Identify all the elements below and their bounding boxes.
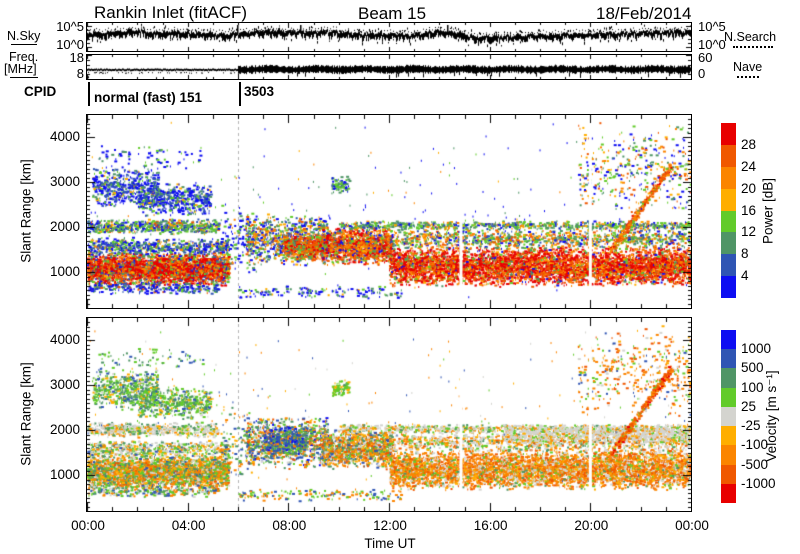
- velocity-colorbar-segment: [721, 483, 736, 503]
- y-tick-label: 4000: [49, 332, 80, 348]
- power-colorbar-segment: [721, 144, 736, 167]
- power-colorbar-title: Power [dB]: [760, 177, 776, 245]
- nsky-label: N.Sky: [7, 29, 41, 43]
- nsearch-line-sample: [733, 46, 773, 48]
- cpid-segment-1: normal (fast) 151: [94, 90, 203, 105]
- power-colorbar-segment: [721, 123, 736, 145]
- plot-title-beam: Beam 15: [358, 4, 427, 23]
- power-colorbar-label: 12: [741, 224, 757, 240]
- x-tick-label: 08:00: [272, 518, 307, 533]
- noise-tick-top-right: 10^5: [698, 19, 726, 34]
- velocity-rti-canvas: [87, 318, 691, 511]
- velocity-colorbar-label: -1000: [741, 475, 776, 491]
- velocity-yaxis-title: Slant Range [km]: [18, 362, 34, 466]
- power-colorbar-label: 4: [741, 268, 749, 284]
- velocity-colorbar-segment: [721, 387, 736, 407]
- plot-title-station: Rankin Inlet (fitACF): [94, 3, 248, 22]
- nave-line-sample: [737, 76, 759, 78]
- velocity-colorbar-segment: [721, 445, 736, 465]
- velocity-colorbar-segment: [721, 406, 736, 427]
- nsearch-label: N.Search: [724, 30, 777, 44]
- nave-tick-bottom: 0: [698, 66, 706, 81]
- y-tick-label: 3000: [49, 174, 80, 190]
- y-tick-label: 1000: [49, 467, 80, 483]
- y-tick-label: 1000: [49, 264, 80, 280]
- freq-strip-panel: [86, 54, 692, 80]
- velocity-colorbar: [721, 330, 736, 503]
- y-tick-label: 2000: [49, 219, 80, 235]
- power-colorbar-segment: [721, 232, 736, 255]
- xaxis-title: Time UT: [364, 536, 416, 551]
- velocity-colorbar-label: -25: [741, 418, 761, 434]
- power-colorbar-label: 8: [741, 246, 749, 262]
- velocity-colorbar-segment: [721, 330, 736, 350]
- velocity-colorbar-segment: [721, 464, 736, 484]
- noise-tick-top-left: 10^5: [56, 19, 84, 34]
- velocity-colorbar-segment: [721, 368, 736, 388]
- freq-trace-canvas: [87, 55, 691, 79]
- x-tick-label: 20:00: [574, 518, 609, 533]
- power-colorbar-label: 16: [741, 202, 757, 218]
- power-colorbar-segment: [721, 210, 736, 233]
- plot-title-date: 18/Feb/2014: [596, 4, 692, 23]
- freq-label: Freq.: [9, 50, 39, 64]
- power-colorbar-segment: [721, 166, 736, 189]
- x-tick-label: 00:00: [675, 518, 709, 533]
- freq-units-label: [MHz]: [4, 62, 37, 76]
- velocity-colorbar-label: -500: [741, 456, 769, 472]
- velocity-colorbar-label: 500: [741, 360, 764, 376]
- noise-strip-panel: [86, 22, 692, 52]
- cpid-label: CPID: [24, 84, 57, 99]
- power-panel: [86, 114, 692, 309]
- y-tick-label: 4000: [49, 129, 80, 145]
- power-colorbar-label: 28: [741, 136, 757, 152]
- velocity-colorbar-label: 25: [741, 398, 757, 414]
- cpid-segment-2: 3503: [244, 84, 275, 99]
- velocity-colorbar-label: 1000: [741, 341, 772, 357]
- freq-line-sample: [10, 77, 38, 78]
- noise-tick-bottom-right: 10^0: [698, 37, 726, 52]
- cpid-segment-divider: [239, 82, 241, 106]
- power-yaxis-title: Slant Range [km]: [18, 159, 34, 263]
- power-colorbar-segment: [721, 276, 736, 298]
- velocity-colorbar-label: 100: [741, 379, 764, 395]
- x-tick-label: 16:00: [473, 518, 508, 533]
- nave-label: Nave: [733, 60, 763, 74]
- power-colorbar-label: 20: [741, 180, 757, 196]
- cpid-segment-divider: [88, 82, 90, 106]
- nave-tick-top: 60: [698, 50, 713, 65]
- x-tick-label: 00:00: [71, 518, 105, 533]
- noise-trace-canvas: [87, 23, 691, 51]
- nsky-line-sample: [11, 44, 37, 45]
- x-tick-label: 12:00: [373, 518, 407, 533]
- freq-tick-bottom: 8: [76, 66, 84, 81]
- velocity-colorbar-label: -100: [741, 437, 769, 453]
- freq-tick-top: 18: [69, 50, 84, 65]
- velocity-colorbar-segment: [721, 349, 736, 369]
- power-colorbar: [721, 123, 736, 298]
- power-colorbar-segment: [721, 188, 736, 211]
- power-colorbar-segment: [721, 254, 736, 277]
- y-tick-label: 3000: [49, 377, 80, 393]
- power-rti-canvas: [87, 115, 691, 308]
- velocity-panel: [86, 317, 692, 512]
- power-colorbar-label: 24: [741, 158, 757, 174]
- velocity-colorbar-segment: [721, 426, 736, 446]
- x-tick-label: 04:00: [171, 518, 206, 533]
- noise-tick-bottom-left: 10^0: [56, 37, 84, 52]
- y-tick-label: 2000: [49, 422, 80, 438]
